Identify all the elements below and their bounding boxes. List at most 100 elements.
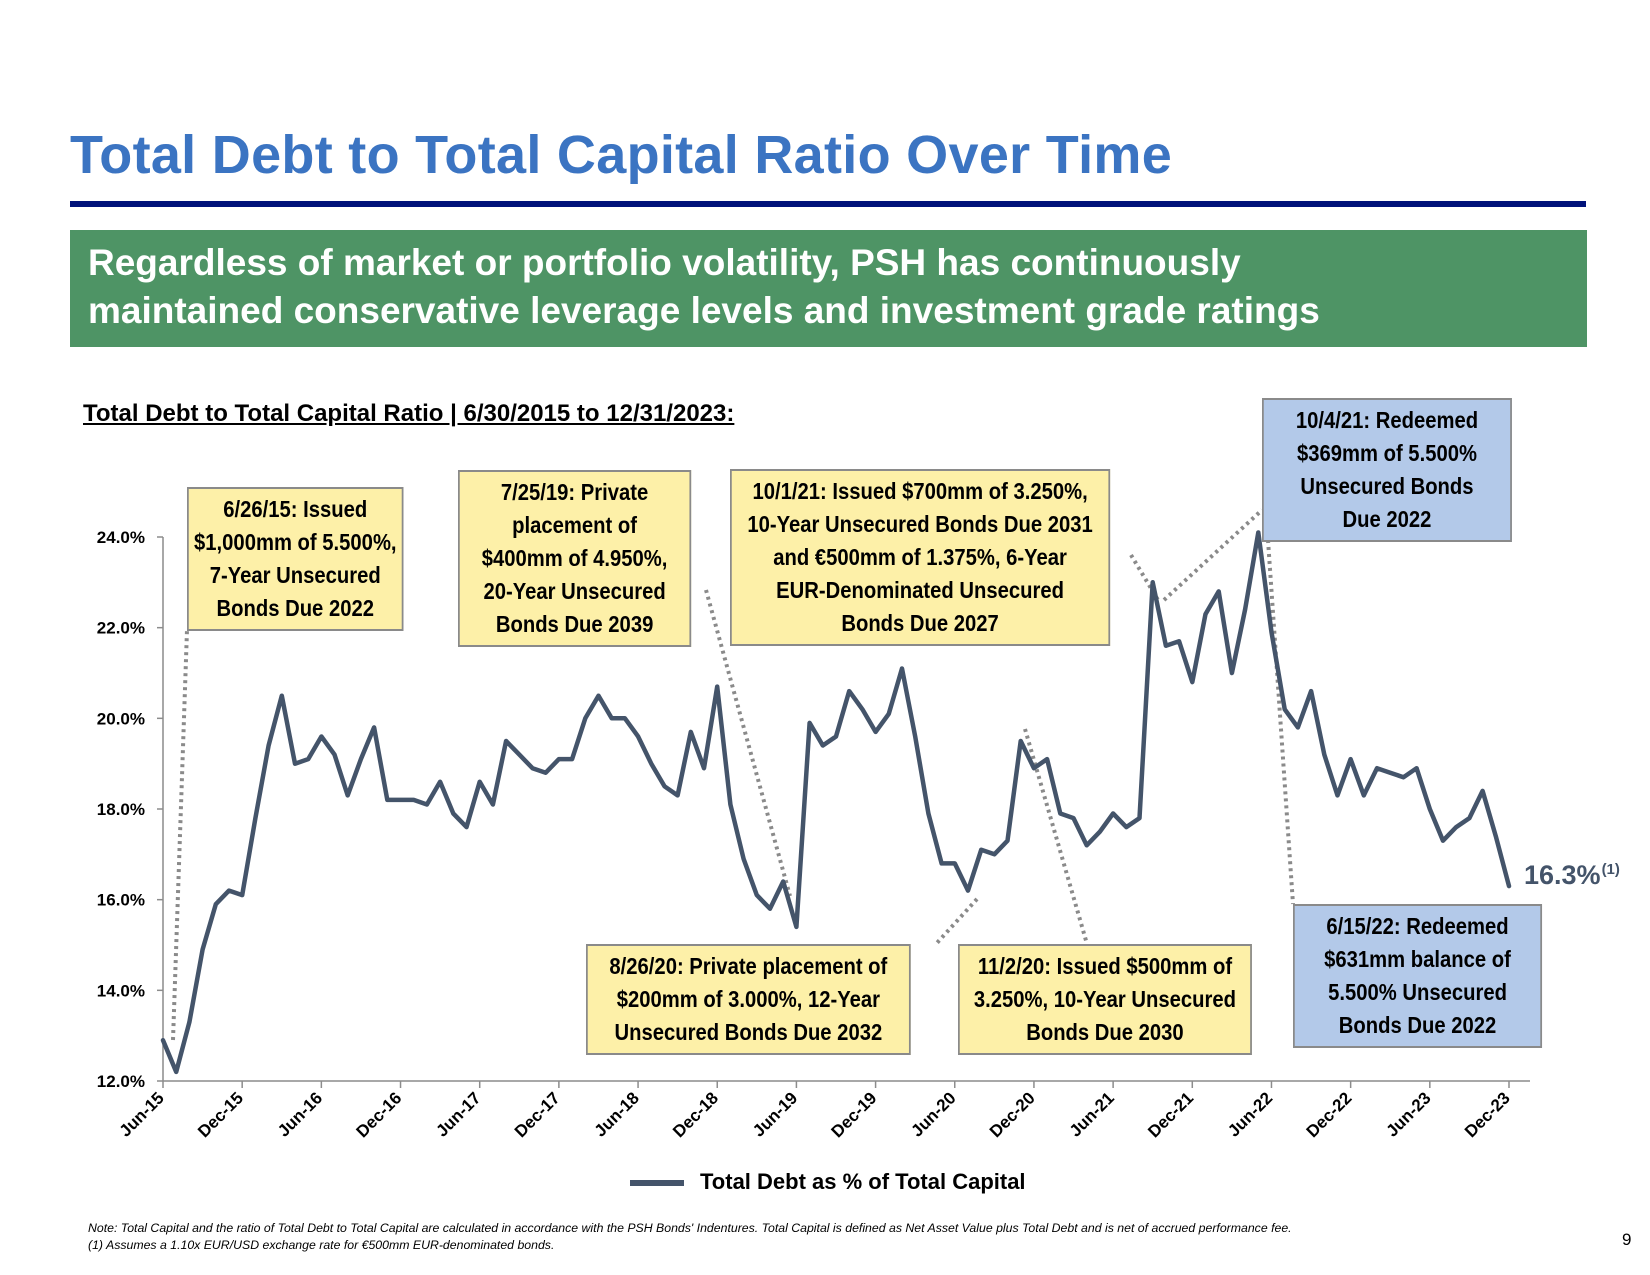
data-point [1190,680,1194,684]
data-point [1467,816,1471,820]
data-point [728,803,732,807]
data-point [253,816,257,820]
data-point [715,685,719,689]
data-point [623,716,627,720]
x-tick-label: Jun-23 [1382,1088,1434,1140]
data-point [1058,812,1062,816]
callout-line: 10-Year Unsecured Bonds Due 2031 [747,511,1093,537]
data-point [1507,884,1511,888]
data-point [794,925,798,929]
data-point [583,716,587,720]
page-number: 9 [1622,1230,1632,1249]
data-point [531,766,535,770]
data-point [1322,753,1326,757]
data-point [346,793,350,797]
data-point [412,798,416,802]
callout-line: 6/15/22: Redeemed [1326,913,1509,939]
callout-line: 3.250%, 10-Year Unsecured [973,986,1237,1012]
callout-line: 5.500% Unsecured [1328,979,1507,1005]
data-point [874,730,878,734]
data-point [1415,766,1419,770]
y-tick-label: 18.0% [97,800,145,819]
data-point [663,784,667,788]
callout-line: Due 2022 [1342,506,1432,532]
data-point [267,744,271,748]
x-tick-label: Dec-15 [194,1088,247,1141]
x-tick-label: Jun-19 [749,1088,801,1140]
callout-2021-issuance: 10/1/21: Issued $700mm of 3.250%, 10-Yea… [730,469,1111,646]
data-point [359,757,363,761]
x-tick-label: Dec-16 [352,1088,405,1141]
series-line [160,530,1512,1075]
data-point [240,893,244,897]
footnote-1: (1) Assumes a 1.10x EUR/USD exchange rat… [88,1238,555,1252]
x-tick-label: Dec-21 [1144,1088,1197,1141]
data-point [755,893,759,897]
data-point [438,780,442,784]
data-point [1032,766,1036,770]
data-point [926,812,930,816]
data-point [517,753,521,757]
data-point [1138,816,1142,820]
data-point [1362,793,1366,797]
y-tick-label: 14.0% [97,981,145,1000]
data-point [1243,608,1247,612]
x-tick-label: Dec-19 [828,1088,881,1141]
x-tick-label: Dec-20 [986,1088,1039,1141]
data-point [913,735,917,739]
callout-line: 8/26/20: Private placement of [609,953,888,979]
data-point [676,793,680,797]
data-point [399,798,403,802]
callout-line: Unsecured Bonds Due 2032 [614,1019,883,1045]
callout-line: $200mm of 3.000%, 12-Year [616,986,881,1012]
data-point [953,861,957,865]
callout-connector [171,629,189,1041]
end-value-footnote: (1) [1601,861,1620,878]
data-point [1177,639,1181,643]
data-point [1283,707,1287,711]
data-point [385,798,389,802]
callout-connector [1266,539,1295,905]
data-point [201,948,205,952]
y-tick-label: 22.0% [97,619,145,638]
callout-line: 6/26/15: Issued [223,496,368,522]
data-point [1045,757,1049,761]
x-tick-label: Dec-23 [1461,1088,1514,1141]
data-point [1494,834,1498,838]
x-tick-label: Dec-17 [511,1088,564,1141]
data-point [214,902,218,906]
data-point [1336,793,1340,797]
data-point [1098,830,1102,834]
page-title: Total Debt to Total Capital Ratio Over T… [70,125,1173,185]
callout-line: $631mm balance of [1324,946,1511,972]
data-point [597,694,601,698]
chart-title: Total Debt to Total Capital Ratio | 6/30… [83,400,735,427]
data-point [465,825,469,829]
data-point [161,1038,165,1042]
data-point [1309,689,1313,693]
callout-connector [1162,508,1264,602]
x-tick-label: Dec-22 [1303,1088,1356,1141]
data-point [227,889,231,893]
callout-line: Unsecured Bonds [1300,473,1474,499]
x-tick-label: Jun-20 [907,1088,959,1140]
x-tick-label: Jun-15 [116,1088,168,1140]
x-tick-label: Jun-21 [1066,1088,1118,1140]
data-point [557,757,561,761]
data-point [966,889,970,893]
data-point [293,762,297,766]
data-point [174,1070,178,1074]
data-point [478,780,482,784]
callout-line: $1,000mm of 5.500%, [194,529,397,555]
callout-line: $400mm of 4.950%, [481,545,668,571]
data-point [1388,771,1392,775]
data-point [187,1020,191,1024]
data-point [781,880,785,884]
data-point [1256,531,1260,535]
callout-line: and €500mm of 1.375%, 6-Year [773,544,1067,570]
callout-line: 7-Year Unsecured [209,562,381,588]
data-point [1454,825,1458,829]
callout-2020-issuance: 11/2/20: Issued $500mm of 3.250%, 10-Yea… [958,944,1252,1055]
data-point [544,771,548,775]
